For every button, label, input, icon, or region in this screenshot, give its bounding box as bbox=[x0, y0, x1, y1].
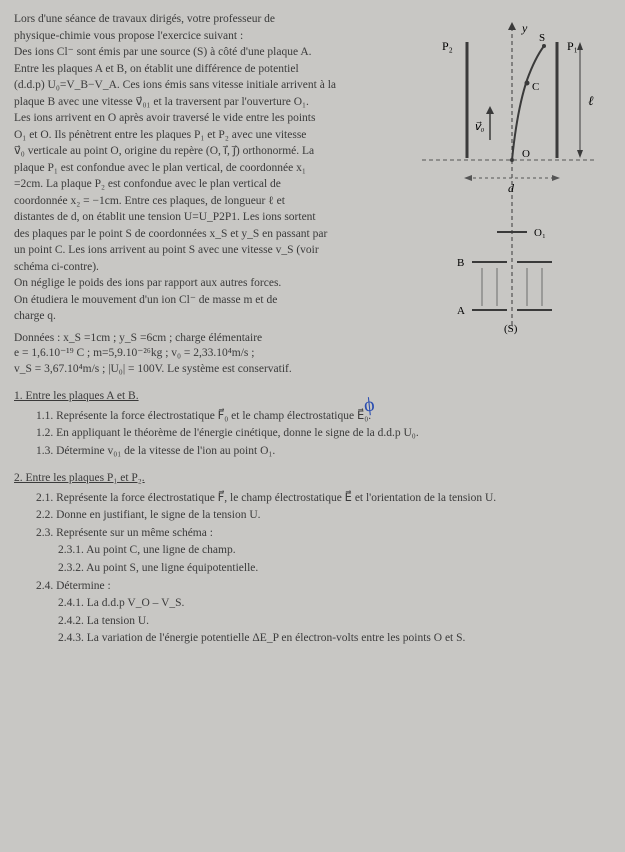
intro-line: Entre les plaques A et B, on établit une… bbox=[14, 62, 409, 78]
label-y: y bbox=[521, 21, 528, 35]
data-line: e = 1,6.10⁻¹⁹ C ; m=5,9.10⁻²⁶kg ; v₀ = 2… bbox=[14, 346, 611, 362]
item-2-1: 2.1. Représente la force électrostatique… bbox=[36, 491, 611, 507]
label-l: ℓ bbox=[588, 93, 594, 108]
label-o: O bbox=[522, 148, 530, 160]
label-s: S bbox=[539, 32, 545, 44]
data-line: v_S = 3,67.10⁴m/s ; |U₀| = 100V. Le syst… bbox=[14, 362, 611, 378]
item-2-3-1: 2.3.1. Au point C, une ligne de champ. bbox=[58, 543, 611, 559]
intro-line: On néglige le poids des ions par rapport… bbox=[14, 276, 409, 292]
physics-diagram: y P₂ P₁ ℓ S C v⃗₀ O bbox=[412, 20, 607, 340]
item-2-3-2: 2.3.2. Au point S, une ligne équipotenti… bbox=[58, 561, 611, 577]
intro-line: coordonnée x₂ = −1cm. Entre ces plaques,… bbox=[14, 194, 409, 210]
label-v0: v⃗₀ bbox=[474, 121, 485, 133]
item-2-3: 2.3. Représente sur un même schéma : bbox=[36, 526, 611, 542]
label-src: (S) bbox=[504, 323, 518, 335]
label-p2: P₂ bbox=[442, 39, 453, 53]
intro-line: plaque P₁ est confondue avec le plan ver… bbox=[14, 161, 409, 177]
label-a: A bbox=[457, 305, 465, 317]
label-d: d bbox=[508, 181, 515, 195]
section-1-title: 1. Entre les plaques A et B. bbox=[14, 389, 611, 405]
intro-line: charge q. bbox=[14, 309, 409, 325]
intro-line: Lors d'une séance de travaux dirigés, vo… bbox=[14, 12, 409, 28]
item-1-2: 1.2. En appliquant le théorème de l'éner… bbox=[36, 426, 611, 442]
label-b: B bbox=[457, 257, 464, 269]
item-2-4: 2.4. Détermine : bbox=[36, 579, 611, 595]
label-c: C bbox=[532, 81, 539, 93]
item-1-3: 1.3. Détermine v₀₁ de la vitesse de l'io… bbox=[36, 444, 611, 460]
intro-line: (d.d.p) U₀=V_B−V_A. Ces ions émis sans v… bbox=[14, 78, 409, 94]
intro-line: des plaques par le point S de coordonnée… bbox=[14, 227, 409, 243]
item-2-4-1: 2.4.1. La d.d.p V_O – V_S. bbox=[58, 596, 611, 612]
intro-line: schéma ci-contre). bbox=[14, 260, 409, 276]
intro-line: On étudiera le mouvement d'un ion Cl⁻ de… bbox=[14, 293, 409, 309]
intro-line: distantes de d, on établit une tension U… bbox=[14, 210, 409, 226]
intro-line: physique-chimie vous propose l'exercice … bbox=[14, 29, 409, 45]
label-p1: P₁ bbox=[567, 39, 578, 53]
intro-line: Des ions Cl⁻ sont émis par une source (S… bbox=[14, 45, 409, 61]
intro-block: Lors d'une séance de travaux dirigés, vo… bbox=[14, 12, 409, 325]
section-2-title: 2. Entre les plaques P₁ et P₂. bbox=[14, 471, 611, 487]
intro-line: Les ions arrivent en O après avoir trave… bbox=[14, 111, 409, 127]
item-2-2: 2.2. Donne en justifiant, le signe de la… bbox=[36, 508, 611, 524]
item-2-4-2: 2.4.2. La tension U. bbox=[58, 614, 611, 630]
intro-line: un point C. Les ions arrivent au point S… bbox=[14, 243, 409, 259]
intro-line: O₁ et O. Ils pénètrent entre les plaques… bbox=[14, 128, 409, 144]
item-2-4-3: 2.4.3. La variation de l'énergie potenti… bbox=[58, 631, 611, 647]
item-1-1: 1.1. Représente la force électrostatique… bbox=[36, 409, 611, 425]
intro-line: v⃗₀ verticale au point O, origine du rep… bbox=[14, 144, 409, 160]
label-o1: O₁ bbox=[534, 227, 546, 239]
intro-line: plaque B avec une vitesse v⃗₀₁ et la tra… bbox=[14, 95, 409, 111]
intro-line: =2cm. La plaque P₂ est confondue avec le… bbox=[14, 177, 409, 193]
